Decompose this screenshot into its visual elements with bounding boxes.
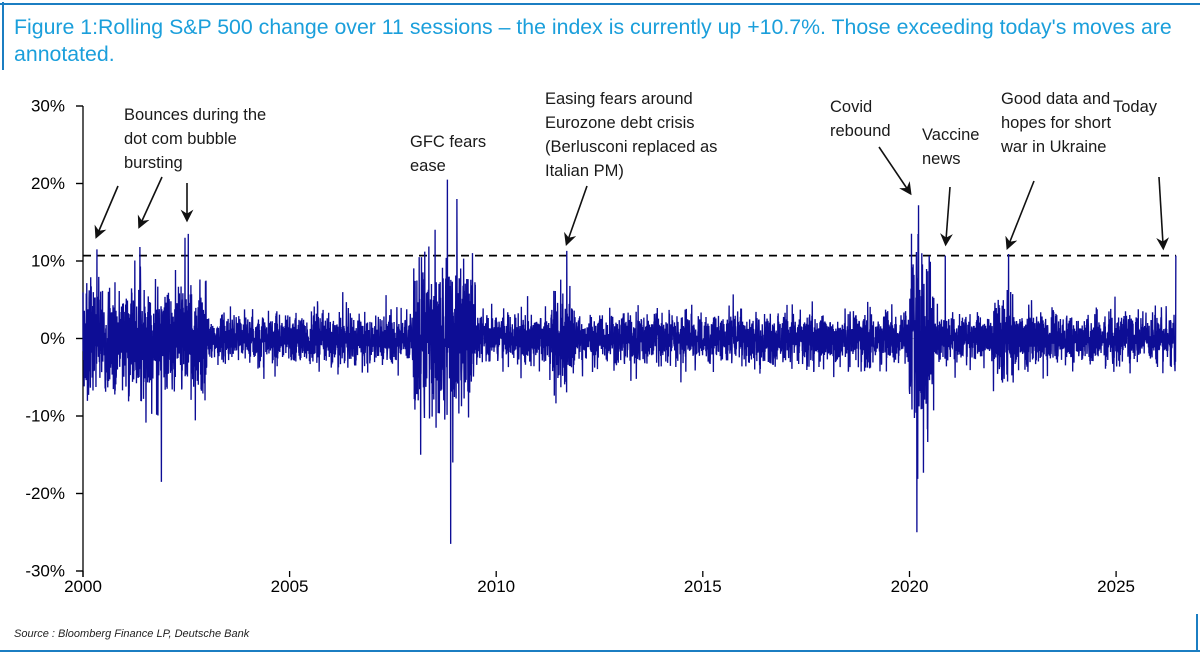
svg-text:10%: 10% [31,252,65,271]
svg-text:2020: 2020 [891,577,929,595]
svg-text:30%: 30% [31,97,65,116]
svg-text:-30%: -30% [25,562,65,581]
svg-text:2015: 2015 [684,577,722,595]
svg-text:20%: 20% [31,174,65,193]
svg-text:2000: 2000 [64,577,102,595]
svg-text:2005: 2005 [271,577,309,595]
svg-text:-10%: -10% [25,407,65,426]
svg-text:2025: 2025 [1097,577,1135,595]
svg-text:2010: 2010 [477,577,515,595]
svg-text:-20%: -20% [25,484,65,503]
svg-text:0%: 0% [40,329,65,348]
